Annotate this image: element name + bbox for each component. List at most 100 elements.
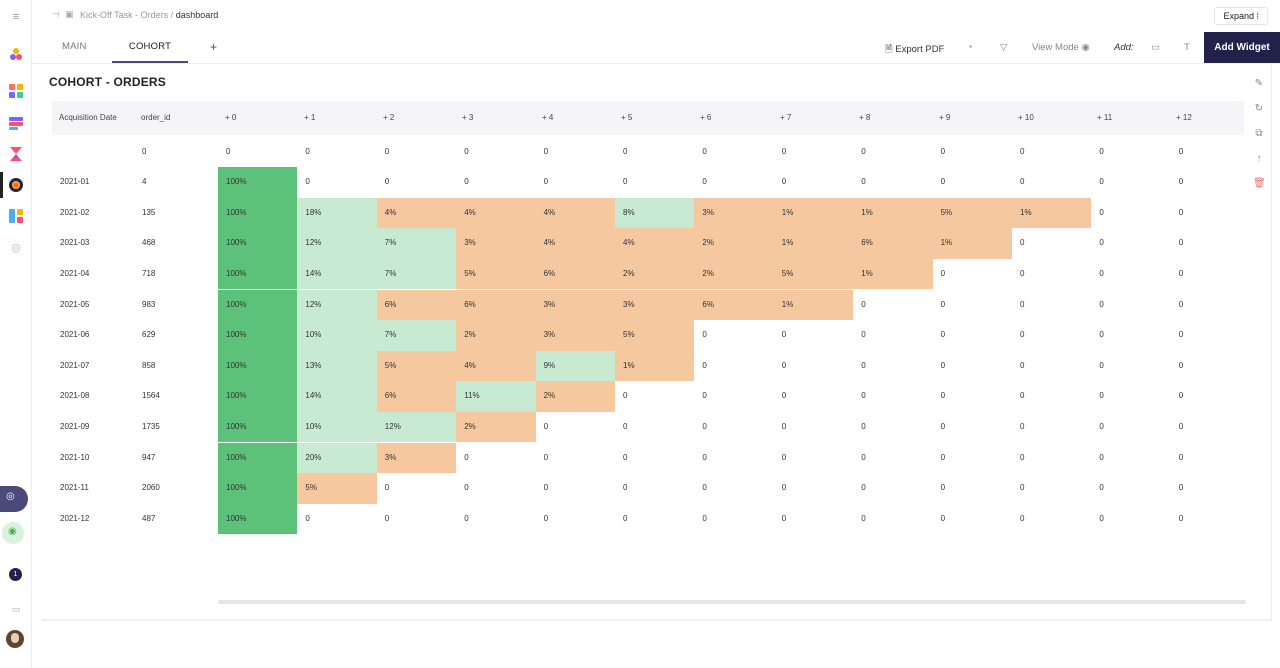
keyboard-icon[interactable]: ▭ — [11, 603, 21, 614]
edit-icon[interactable]: ✎ — [1254, 78, 1264, 89]
retention-cell: 0 — [1020, 238, 1025, 248]
header-cell: + 1 — [304, 113, 316, 122]
palette-icon[interactable]: ◔ — [967, 42, 973, 53]
retention-cell: 1% — [615, 350, 695, 382]
menu-icon[interactable]: ≡ — [12, 11, 20, 23]
data-stack-icon[interactable] — [7, 114, 25, 132]
add-widget-button[interactable]: Add Widget — [1204, 32, 1280, 63]
expand-button[interactable]: Expand ⁞ — [1214, 7, 1268, 25]
collapse-icon[interactable]: ⊣ — [52, 9, 60, 19]
retention-cell: 0 — [702, 483, 707, 493]
header-cell: Acquisition Date — [59, 113, 117, 122]
dashboard-grid-icon[interactable] — [7, 82, 25, 100]
header-cell: + 2 — [383, 113, 395, 122]
retention-cell: 0 — [861, 391, 866, 401]
retention-cell: 0 — [1020, 483, 1025, 493]
retention-cell: 0 — [940, 299, 946, 309]
retention-cell: 5% — [456, 258, 536, 290]
retention-cell: 0 — [781, 391, 787, 401]
retention-cell: 0 — [623, 391, 628, 401]
retention-cell: 100% — [218, 442, 298, 473]
layout-icon[interactable] — [7, 207, 25, 225]
acquisition-date-cell: 2021-02 — [60, 207, 90, 217]
copy-icon[interactable]: ⧉ — [1255, 128, 1263, 139]
view-mode-toggle[interactable]: View Mode ◉ — [1032, 42, 1090, 53]
retention-cell: 0 — [1020, 360, 1025, 370]
active-indicator — [0, 172, 3, 198]
retention-cell: 0 — [861, 360, 866, 370]
horizontal-scrollbar[interactable] — [218, 600, 1246, 604]
retention-cell: 0 — [1099, 146, 1104, 156]
tab-bar: MAIN COHORT + 🗎 Export PDF ◔ ▽ View Mode… — [32, 32, 1280, 64]
retention-cell: 100% — [218, 197, 298, 229]
tab-main[interactable]: MAIN — [62, 41, 87, 52]
user-avatar[interactable] — [6, 630, 24, 648]
text-widget-icon[interactable]: T — [1184, 42, 1190, 53]
app-logo-icon[interactable] — [7, 45, 25, 63]
delete-icon[interactable]: 🗑 — [1253, 178, 1266, 189]
retention-cell: 0 — [543, 513, 549, 523]
status-pill[interactable]: ◎ — [0, 486, 28, 512]
retention-cell: 0 — [305, 513, 310, 523]
retention-cell: 0 — [781, 360, 787, 370]
retention-cell: 6% — [853, 228, 933, 259]
retention-cell: 0 — [702, 421, 707, 431]
refresh-icon[interactable]: ↻ — [1254, 103, 1264, 114]
retention-cell: 10% — [297, 320, 377, 351]
retention-cell: 3% — [376, 442, 457, 473]
retention-cell: 12% — [297, 228, 377, 259]
hourglass-icon[interactable] — [7, 145, 25, 163]
retention-cell: 3% — [535, 289, 615, 320]
retention-cell: 0 — [1178, 360, 1184, 370]
header-cell: + 10 — [1018, 113, 1034, 122]
tab-cohort[interactable]: COHORT — [112, 32, 188, 63]
notification-badge[interactable]: 1 — [9, 568, 22, 581]
header-cell: + 4 — [542, 113, 554, 122]
header-cell: + 5 — [621, 113, 633, 122]
retention-cell: 1% — [853, 197, 933, 229]
retention-cell: 0 — [1099, 268, 1104, 278]
retention-cell: 12% — [376, 411, 457, 443]
retention-cell: 0 — [1099, 360, 1104, 370]
retention-cell: 4% — [615, 228, 695, 259]
widget-title: COHORT - ORDERS — [49, 75, 166, 89]
retention-cell: 0 — [940, 360, 946, 370]
image-widget-icon[interactable]: ▭ — [1151, 42, 1160, 53]
order-count-cell: 468 — [142, 238, 156, 248]
retention-cell: 0 — [1178, 207, 1184, 217]
acquisition-date-cell: 2021-07 — [60, 360, 90, 370]
retention-cell: 0 — [702, 330, 707, 340]
move-up-icon[interactable]: ↑ — [1256, 153, 1262, 164]
add-tab-button[interactable]: + — [210, 40, 218, 54]
retention-cell: 0 — [623, 421, 628, 431]
retention-cell: 1% — [773, 289, 854, 320]
header-cell: + 8 — [859, 113, 871, 122]
retention-cell: 2% — [615, 258, 695, 290]
retention-cell: 0 — [1178, 421, 1184, 431]
retention-cell: 0 — [1178, 268, 1184, 278]
expand-icon: ⁞ — [1256, 11, 1259, 21]
cohort-icon[interactable] — [7, 176, 25, 194]
retention-cell: 0 — [1178, 483, 1184, 493]
retention-cell: 5% — [615, 320, 695, 351]
retention-cell: 0 — [861, 299, 866, 309]
retention-cell: 0 — [1178, 299, 1184, 309]
retention-cell: 7% — [376, 228, 457, 259]
breadcrumb-path[interactable]: Kick-Off Task - Orders / — [80, 10, 176, 20]
retention-cell: 4% — [456, 350, 536, 382]
retention-cell: 0 — [1178, 177, 1184, 187]
retention-cell: 2% — [694, 228, 774, 259]
retention-cell: 12% — [297, 289, 377, 320]
export-pdf-button[interactable]: 🗎 Export PDF — [885, 42, 944, 58]
retention-cell: 0 — [940, 177, 946, 187]
filter-icon[interactable]: ▽ — [1000, 42, 1008, 53]
retention-cell: 0 — [1099, 483, 1104, 493]
eye-icon: ◉ — [1081, 42, 1090, 53]
retention-cell: 0 — [1099, 452, 1104, 462]
help-bubble[interactable]: ◉ — [2, 522, 24, 544]
retention-cell: 11% — [456, 381, 536, 412]
globe-icon[interactable]: ◎ — [11, 241, 21, 254]
retention-cell: 0 — [464, 146, 469, 156]
bottom-panel — [42, 620, 1272, 668]
retention-cell: 0 — [1099, 391, 1104, 401]
